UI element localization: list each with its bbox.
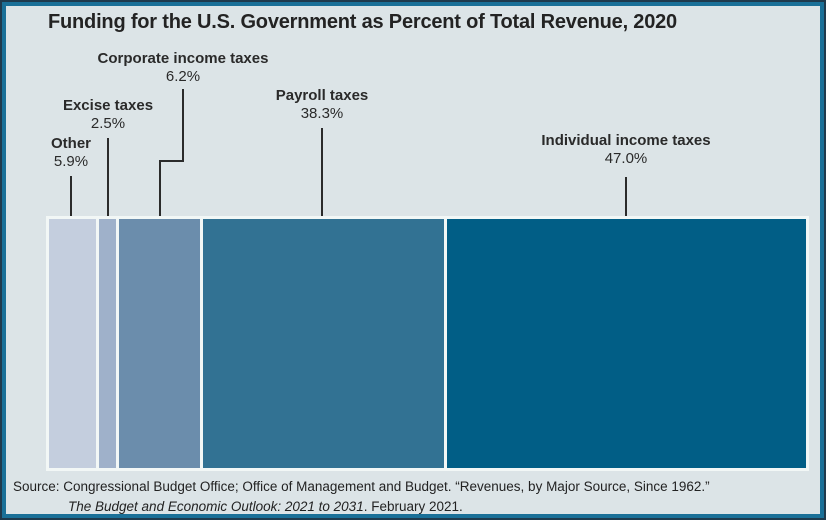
bar-segment-other <box>49 219 96 468</box>
source-note: Source: Congressional Budget Office; Off… <box>13 477 710 517</box>
leader-line-corporate-elbow <box>159 160 184 162</box>
percent-label: 6.2% <box>165 68 201 85</box>
percent-label: 47.0% <box>604 150 648 167</box>
bar-segment-excise-taxes <box>99 219 117 468</box>
bar-segment-corporate-income-taxes <box>119 219 201 468</box>
category-label: Other <box>50 135 92 152</box>
leader-line-corporate-upper <box>182 89 184 162</box>
bar-segment-individual-income-taxes <box>447 219 806 468</box>
percent-label: 38.3% <box>300 105 344 122</box>
callout-individual-income-taxes: Individual income taxes 47.0% <box>541 132 710 168</box>
callout-corporate-income-taxes: Corporate income taxes 6.2% <box>98 50 269 86</box>
callout-excise-taxes: Excise taxes 2.5% <box>63 97 153 133</box>
category-label: Payroll taxes <box>275 87 369 104</box>
source-line-1: Source: Congressional Budget Office; Off… <box>13 479 710 494</box>
source-line-2: The Budget and Economic Outlook: 2021 to… <box>68 497 710 517</box>
category-label: Excise taxes <box>62 97 154 114</box>
leader-line-excise-taxes <box>107 138 109 216</box>
source-line-2-rest: . February 2021. <box>363 499 463 514</box>
category-label: Corporate income taxes <box>97 50 269 67</box>
callout-payroll-taxes: Payroll taxes 38.3% <box>276 87 369 123</box>
category-label: Individual income taxes <box>541 132 711 149</box>
source-publication-title: The Budget and Economic Outlook: 2021 to… <box>68 499 364 514</box>
leader-line-individual-income-taxes <box>625 177 627 216</box>
callout-other: Other 5.9% <box>51 135 91 171</box>
leader-line-corporate-lower <box>159 162 161 216</box>
bar-segment-payroll-taxes <box>203 219 445 468</box>
leader-line-payroll-taxes <box>321 128 323 216</box>
leader-line-other <box>70 176 72 216</box>
stacked-bar <box>46 216 809 471</box>
percent-label: 2.5% <box>90 115 126 132</box>
percent-label: 5.9% <box>53 153 89 170</box>
chart-title: Funding for the U.S. Government as Perce… <box>48 11 677 33</box>
